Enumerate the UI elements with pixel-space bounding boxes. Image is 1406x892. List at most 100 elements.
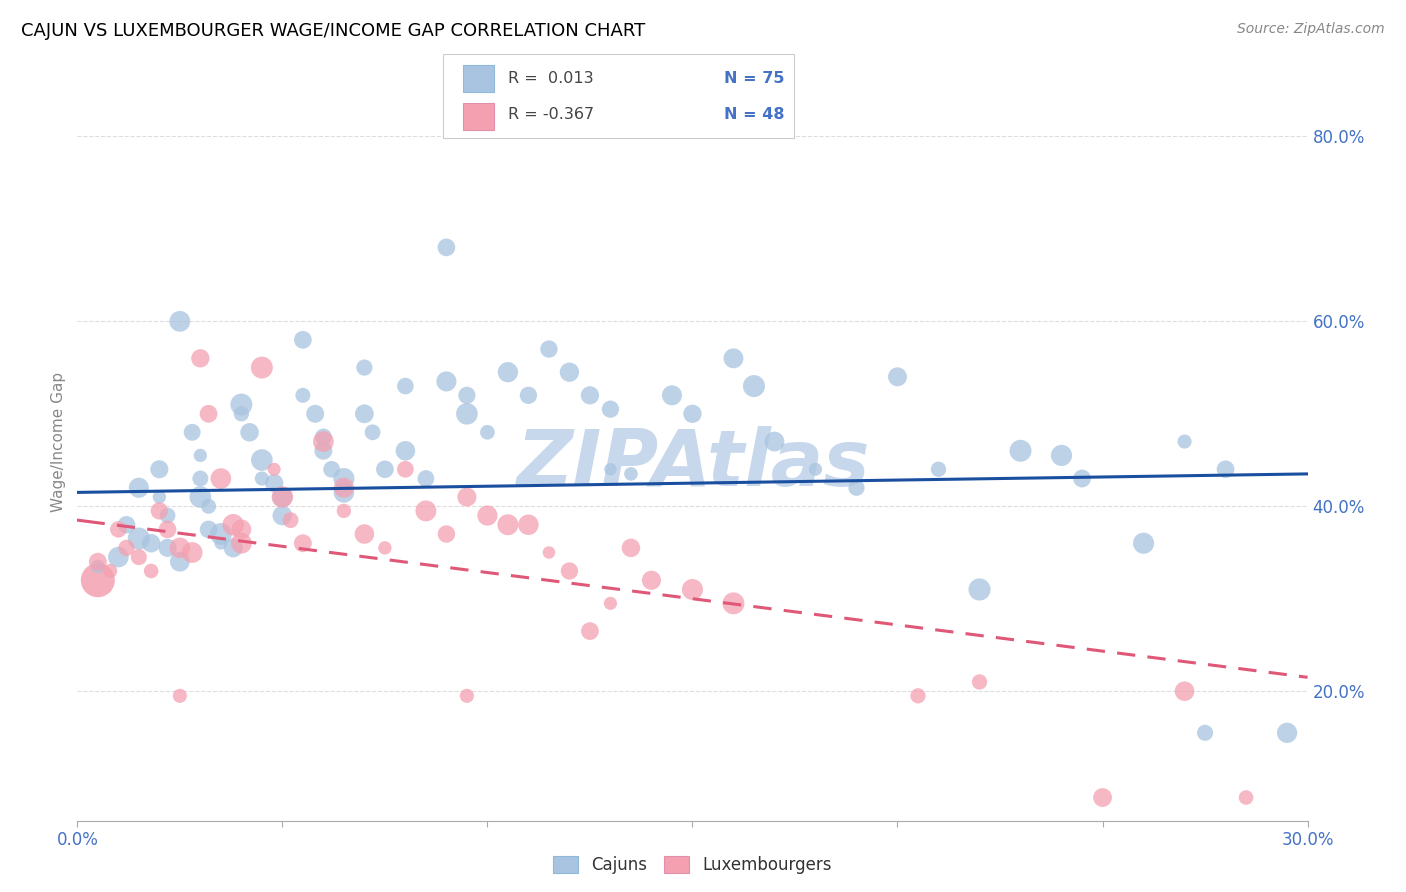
- Point: [312, 434, 335, 449]
- Point: [394, 462, 416, 476]
- Point: [886, 369, 908, 384]
- Point: [107, 522, 129, 536]
- Point: [907, 689, 929, 703]
- Point: [415, 504, 437, 518]
- Point: [250, 360, 273, 375]
- Point: [87, 573, 110, 587]
- Point: [361, 425, 384, 440]
- Point: [517, 388, 540, 402]
- Point: [1174, 684, 1197, 698]
- Point: [188, 471, 212, 485]
- Point: [1215, 462, 1237, 476]
- Point: [620, 467, 643, 481]
- Text: R =  0.013: R = 0.013: [508, 71, 593, 87]
- Point: [128, 550, 150, 565]
- Point: [661, 388, 683, 402]
- Point: [537, 545, 560, 559]
- Point: [374, 462, 396, 476]
- Point: [98, 564, 121, 578]
- Point: [496, 517, 519, 532]
- Point: [291, 536, 314, 550]
- Point: [599, 402, 621, 417]
- Point: [353, 360, 375, 375]
- Point: [141, 564, 163, 578]
- Point: [1071, 471, 1094, 485]
- Point: [231, 522, 253, 536]
- Text: N = 75: N = 75: [724, 71, 785, 87]
- Point: [394, 379, 416, 393]
- Point: [517, 517, 540, 532]
- Point: [156, 508, 179, 523]
- Point: [263, 462, 285, 476]
- Point: [321, 462, 343, 476]
- Point: [436, 527, 458, 541]
- Point: [239, 425, 262, 440]
- Point: [188, 351, 212, 366]
- Point: [169, 555, 191, 569]
- Point: [333, 481, 356, 495]
- Point: [477, 508, 499, 523]
- Point: [128, 481, 150, 495]
- Point: [291, 388, 314, 402]
- Point: [128, 532, 150, 546]
- Point: [312, 443, 335, 458]
- Point: [394, 443, 416, 458]
- Legend: Cajuns, Luxembourgers: Cajuns, Luxembourgers: [547, 849, 838, 880]
- Point: [222, 541, 245, 555]
- Point: [456, 689, 478, 703]
- Point: [496, 365, 519, 379]
- Point: [456, 388, 478, 402]
- Text: R = -0.367: R = -0.367: [508, 107, 593, 122]
- Point: [169, 314, 191, 328]
- Point: [845, 481, 868, 495]
- Point: [333, 504, 356, 518]
- Point: [181, 545, 204, 559]
- Point: [723, 351, 745, 366]
- Point: [682, 407, 704, 421]
- Point: [374, 541, 396, 555]
- Point: [599, 596, 621, 610]
- Point: [156, 541, 179, 555]
- Point: [148, 490, 170, 504]
- Point: [197, 522, 219, 536]
- Point: [1091, 790, 1114, 805]
- Point: [312, 430, 335, 444]
- Text: CAJUN VS LUXEMBOURGER WAGE/INCOME GAP CORRELATION CHART: CAJUN VS LUXEMBOURGER WAGE/INCOME GAP CO…: [21, 22, 645, 40]
- Point: [969, 582, 991, 597]
- Point: [209, 471, 232, 485]
- Point: [271, 508, 294, 523]
- Point: [263, 476, 285, 491]
- Point: [209, 527, 232, 541]
- Point: [156, 522, 179, 536]
- Point: [231, 398, 253, 412]
- Point: [456, 407, 478, 421]
- Point: [271, 490, 294, 504]
- Point: [1010, 443, 1032, 458]
- Point: [107, 550, 129, 565]
- Point: [558, 365, 581, 379]
- Point: [928, 462, 950, 476]
- Point: [640, 573, 662, 587]
- Point: [304, 407, 326, 421]
- Point: [537, 342, 560, 356]
- Point: [353, 527, 375, 541]
- Point: [1275, 726, 1298, 740]
- Point: [141, 536, 163, 550]
- Point: [763, 434, 786, 449]
- Point: [188, 490, 212, 504]
- Point: [1234, 790, 1257, 805]
- Point: [1174, 434, 1197, 449]
- Point: [456, 490, 478, 504]
- Point: [415, 471, 437, 485]
- Point: [209, 536, 232, 550]
- Point: [87, 555, 110, 569]
- Point: [804, 462, 827, 476]
- Point: [969, 675, 991, 690]
- Point: [197, 500, 219, 514]
- Point: [169, 689, 191, 703]
- Point: [333, 485, 356, 500]
- Point: [723, 596, 745, 610]
- Point: [169, 541, 191, 555]
- Point: [231, 536, 253, 550]
- Point: [620, 541, 643, 555]
